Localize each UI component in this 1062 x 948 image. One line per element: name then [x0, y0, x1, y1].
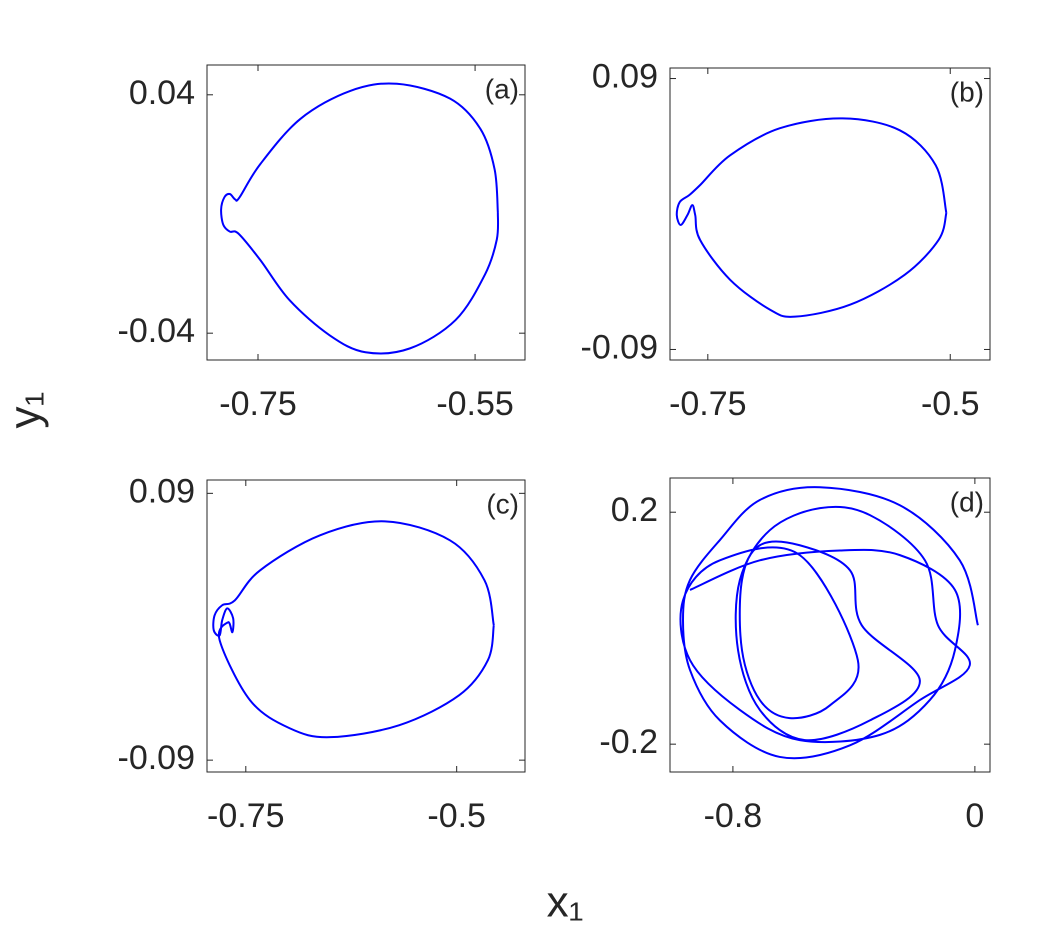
trajectory: [220, 82, 500, 355]
panel-label: (a): [485, 73, 519, 104]
axes-box: [669, 67, 991, 361]
y-axis-label: y₁: [1, 392, 50, 429]
x-tick-label: -0.5: [921, 385, 980, 423]
y-tick-label: -0.04: [118, 312, 196, 350]
y-tick-label: 0.2: [611, 491, 658, 529]
trajectory: [675, 117, 948, 318]
y-tick-label: 0.09: [129, 472, 195, 510]
y-tick-label: -0.09: [581, 328, 659, 366]
x-tick-label: -0.75: [207, 797, 285, 835]
y-tick-label: 0.04: [129, 74, 195, 112]
x-tick-label: -0.8: [704, 797, 763, 835]
y-tick-label: -0.09: [118, 739, 196, 777]
x-tick-label: -0.75: [219, 385, 297, 423]
trajectory: [212, 520, 495, 739]
axes-box: [206, 479, 526, 773]
panel-label: (b): [950, 76, 984, 107]
axes-box: [669, 477, 991, 773]
trajectory: [679, 486, 979, 760]
y-tick-label: 0.09: [592, 58, 658, 96]
axes-box: [206, 64, 526, 361]
x-tick-label: -0.55: [436, 385, 514, 423]
x-tick-label: -0.75: [669, 385, 747, 423]
panel-label: (d): [950, 486, 984, 517]
panel-label: (c): [486, 488, 519, 519]
x-tick-label: -0.5: [427, 797, 486, 835]
x-axis-label: x₁: [547, 878, 584, 927]
x-tick-label: 0: [965, 797, 984, 835]
y-tick-label: -0.2: [599, 723, 658, 761]
